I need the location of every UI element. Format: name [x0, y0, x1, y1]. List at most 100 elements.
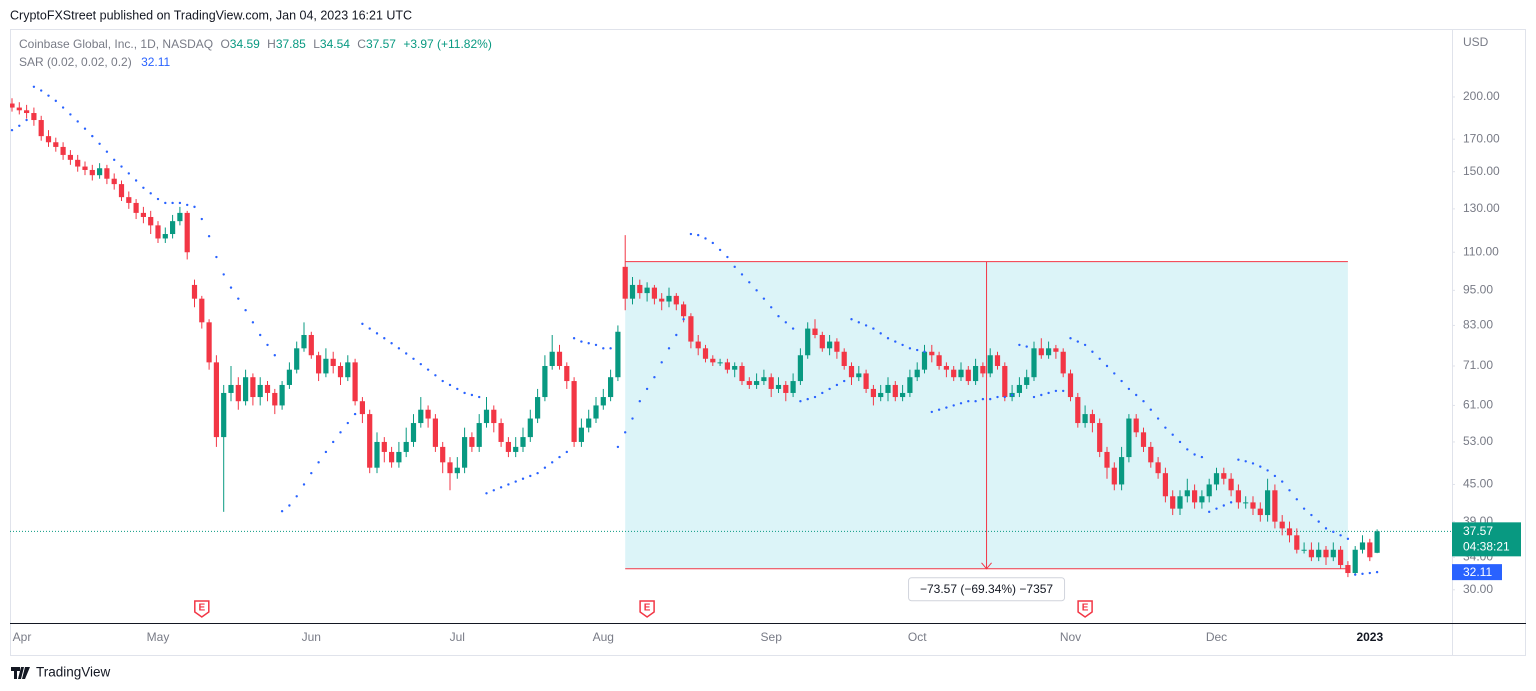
- sar-dot: [1164, 426, 1167, 429]
- sar-dot: [923, 350, 926, 353]
- candle-body: [396, 451, 402, 463]
- sar-dot: [390, 342, 393, 345]
- candle-body: [294, 348, 300, 370]
- legend-indicator: SAR (0.02, 0.02, 0.2) 32.11: [19, 55, 171, 69]
- sar-dot: [1113, 372, 1116, 375]
- sar-dot: [1368, 571, 1372, 575]
- candle-body: [264, 384, 271, 393]
- sar-dot: [69, 113, 72, 116]
- candle-body: [1126, 418, 1132, 458]
- sar-dot: [974, 400, 977, 403]
- sar-dot: [200, 217, 203, 221]
- candle-body: [1308, 549, 1314, 558]
- candle-body: [608, 377, 614, 398]
- sar-dot: [755, 289, 758, 292]
- candle-body: [936, 355, 942, 366]
- candle-body: [53, 142, 59, 147]
- candle-body: [60, 146, 66, 155]
- candle-body: [1119, 457, 1125, 485]
- candle-body: [666, 295, 672, 302]
- sar-dot: [32, 85, 36, 88]
- sar-dot: [996, 395, 999, 399]
- sar-dot: [594, 343, 598, 347]
- sar-dot: [288, 504, 291, 507]
- sar-dot: [572, 337, 576, 340]
- candle-body: [841, 351, 847, 366]
- sar-dot: [478, 395, 481, 399]
- candle-body: [586, 418, 592, 428]
- sar-dot: [317, 461, 320, 464]
- y-tick-label: 95.00: [1463, 283, 1493, 297]
- candle-body: [717, 362, 723, 364]
- sar-dot: [346, 421, 349, 425]
- sar-dot: [1222, 504, 1226, 507]
- sar-dot: [361, 322, 364, 326]
- sar-dot: [171, 201, 174, 205]
- sar-dot: [886, 337, 890, 340]
- candle-body: [1367, 542, 1373, 558]
- candle-body: [1002, 365, 1008, 398]
- candle-body: [1046, 348, 1052, 356]
- candle-body: [1345, 565, 1351, 574]
- candle-body: [535, 397, 541, 419]
- ohlc-value: 34.59: [230, 37, 260, 51]
- footer: TradingView: [11, 665, 111, 680]
- y-tick-label: 150.00: [1463, 164, 1500, 178]
- sar-price-box: [1452, 564, 1502, 581]
- candle-body: [520, 437, 526, 447]
- ohlc-label: L: [313, 37, 320, 51]
- sar-dot: [1361, 572, 1364, 576]
- sar-dot: [558, 455, 561, 459]
- sar-dot: [47, 94, 50, 97]
- candle-body: [162, 234, 168, 239]
- sar-dot: [280, 509, 284, 513]
- candle-body: [323, 358, 329, 374]
- candle-body: [1184, 490, 1190, 497]
- candle-body: [921, 351, 928, 370]
- sar-dot: [1200, 455, 1204, 459]
- candle-body: [834, 341, 840, 352]
- sar-dot: [1266, 469, 1269, 472]
- candle-body: [1265, 490, 1271, 516]
- candle-body: [958, 369, 964, 378]
- candle-body: [1016, 384, 1022, 393]
- sar-dot: [697, 233, 700, 237]
- candle-body: [359, 401, 365, 415]
- candle-body: [432, 418, 438, 447]
- sar-dot: [726, 255, 729, 259]
- sar-dot: [1281, 480, 1284, 483]
- candle-body: [1038, 348, 1044, 356]
- sar-dot: [1076, 340, 1080, 343]
- ohlc-value: 37.85: [276, 37, 306, 51]
- candle-body: [1221, 473, 1227, 479]
- sar-dot: [273, 354, 276, 357]
- sar-dot: [1186, 448, 1189, 451]
- y-tick-label: 83.00: [1463, 318, 1493, 332]
- measure-label: −73.57 (−69.34%) −7357: [920, 582, 1053, 596]
- sar-dot: [704, 237, 707, 240]
- candle-body: [1279, 521, 1285, 529]
- sar-dot: [718, 248, 722, 252]
- sar-dot: [448, 383, 452, 387]
- sar-dot: [806, 397, 809, 401]
- sar-dot: [799, 400, 802, 403]
- candle-body: [381, 441, 387, 452]
- sar-dot: [434, 374, 437, 377]
- sar-dot: [302, 483, 306, 486]
- sar-dot: [1215, 507, 1218, 510]
- y-tick-label: 71.00: [1463, 358, 1493, 372]
- sar-dot: [770, 306, 773, 309]
- candle-body: [82, 166, 88, 170]
- sar-dot: [1091, 350, 1094, 353]
- candle-body: [622, 266, 628, 299]
- candle-body: [206, 322, 212, 363]
- candle-body: [754, 381, 760, 385]
- sar-dot: [1156, 417, 1160, 420]
- logo: [11, 667, 30, 679]
- candle-body: [491, 409, 497, 424]
- candle-body: [133, 202, 139, 213]
- candle-body: [775, 384, 782, 389]
- sar-dot: [937, 408, 941, 411]
- candle-body: [308, 334, 314, 356]
- ohlc-label: C: [357, 37, 366, 51]
